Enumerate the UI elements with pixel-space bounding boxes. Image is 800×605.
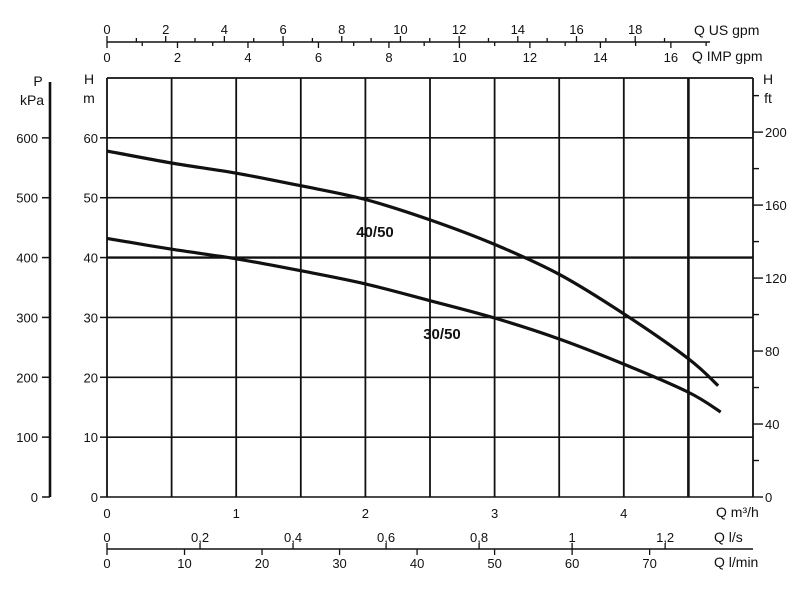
h-tick-label: 40 (84, 251, 98, 266)
pressure-tick-label: 300 (16, 310, 38, 325)
ls-tick-label: 0,8 (470, 530, 488, 545)
ft-tick-label: 40 (765, 417, 779, 432)
us-gpm-tick-label: 16 (569, 22, 583, 37)
x-tick-label: 2 (362, 506, 369, 521)
h-tick-label: 60 (84, 131, 98, 146)
h-tick-label: 20 (84, 370, 98, 385)
imp-gpm-tick-label: 16 (664, 50, 678, 65)
us-gpm-tick-label: 4 (221, 22, 228, 37)
ls-tick-label: 0 (103, 530, 110, 545)
imp-gpm-tick-label: 8 (385, 50, 392, 65)
us-gpm-tick-label: 14 (511, 22, 525, 37)
x-tick-label: 0 (103, 506, 110, 521)
ls-tick-label: 0,6 (377, 530, 395, 545)
us-gpm-tick-label: 0 (103, 22, 110, 37)
pressure-tick-label: 200 (16, 370, 38, 385)
x-axis-title: Q m³/h (716, 504, 759, 520)
axis-labels: P kPa H m H ft Q US gpm Q IMP gpm Q m³/h… (16, 22, 786, 571)
x-tick-label: 3 (491, 506, 498, 521)
pressure-tick-label: 500 (16, 191, 38, 206)
pressure-tick-label: 400 (16, 251, 38, 266)
imp-gpm-axis-title: Q IMP gpm (692, 48, 763, 64)
lmin-axis-title: Q l/min (714, 554, 758, 570)
curve-label-40-50: 40/50 (356, 224, 394, 241)
us-gpm-axis-title: Q US gpm (694, 22, 759, 38)
p-axis-title-2: kPa (20, 92, 44, 108)
ft-tick-label: 0 (765, 490, 772, 505)
us-gpm-tick-label: 18 (628, 22, 642, 37)
ls-tick-label: 0,4 (284, 530, 302, 545)
curve-label-30-50: 30/50 (423, 326, 461, 343)
imp-gpm-tick-label: 0 (103, 50, 110, 65)
pressure-tick-label: 600 (16, 131, 38, 146)
us-gpm-tick-label: 12 (452, 22, 466, 37)
ft-tick-label: 80 (765, 344, 779, 359)
us-gpm-tick-label: 8 (338, 22, 345, 37)
ls-tick-label: 1 (569, 530, 576, 545)
curves (106, 149, 722, 414)
lmin-tick-label: 50 (487, 556, 501, 571)
imp-gpm-tick-label: 4 (244, 50, 251, 65)
ls-tick-label: 0,2 (191, 530, 209, 545)
imp-gpm-tick-label: 2 (174, 50, 181, 65)
ft-axis-title-2: ft (764, 90, 772, 106)
imp-gpm-tick-label: 10 (452, 50, 466, 65)
imp-gpm-tick-label: 14 (593, 50, 607, 65)
x-tick-label: 1 (233, 506, 240, 521)
us-gpm-tick-label: 6 (279, 22, 286, 37)
ft-axis-title-1: H (763, 71, 773, 87)
lmin-tick-label: 0 (103, 556, 110, 571)
lmin-tick-label: 30 (332, 556, 346, 571)
us-gpm-tick-label: 10 (393, 22, 407, 37)
lmin-tick-label: 70 (642, 556, 656, 571)
lmin-tick-label: 60 (565, 556, 579, 571)
ls-tick-label: 1,2 (656, 530, 674, 545)
h-tick-label: 10 (84, 430, 98, 445)
us-gpm-tick-label: 2 (162, 22, 169, 37)
ft-tick-label: 200 (765, 125, 787, 140)
curve-30-50 (106, 236, 722, 414)
h-axis-title-1: H (84, 71, 94, 87)
x-tick-label: 4 (620, 506, 627, 521)
lmin-tick-label: 10 (177, 556, 191, 571)
pressure-tick-label: 0 (31, 490, 38, 505)
imp-gpm-tick-label: 12 (523, 50, 537, 65)
ls-axis-title: Q l/s (714, 529, 743, 545)
h-tick-label: 30 (84, 310, 98, 325)
axes (42, 36, 763, 555)
ft-tick-label: 120 (765, 271, 787, 286)
lmin-tick-label: 40 (410, 556, 424, 571)
curve-40-50 (106, 149, 720, 387)
h-axis-title-2: m (83, 90, 95, 106)
h-tick-label: 0 (91, 490, 98, 505)
lmin-tick-label: 20 (255, 556, 269, 571)
ft-tick-label: 160 (765, 198, 787, 213)
imp-gpm-tick-label: 6 (315, 50, 322, 65)
grid (106, 77, 754, 498)
pressure-tick-label: 100 (16, 430, 38, 445)
h-tick-label: 50 (84, 191, 98, 206)
p-axis-title-1: P (33, 73, 42, 89)
